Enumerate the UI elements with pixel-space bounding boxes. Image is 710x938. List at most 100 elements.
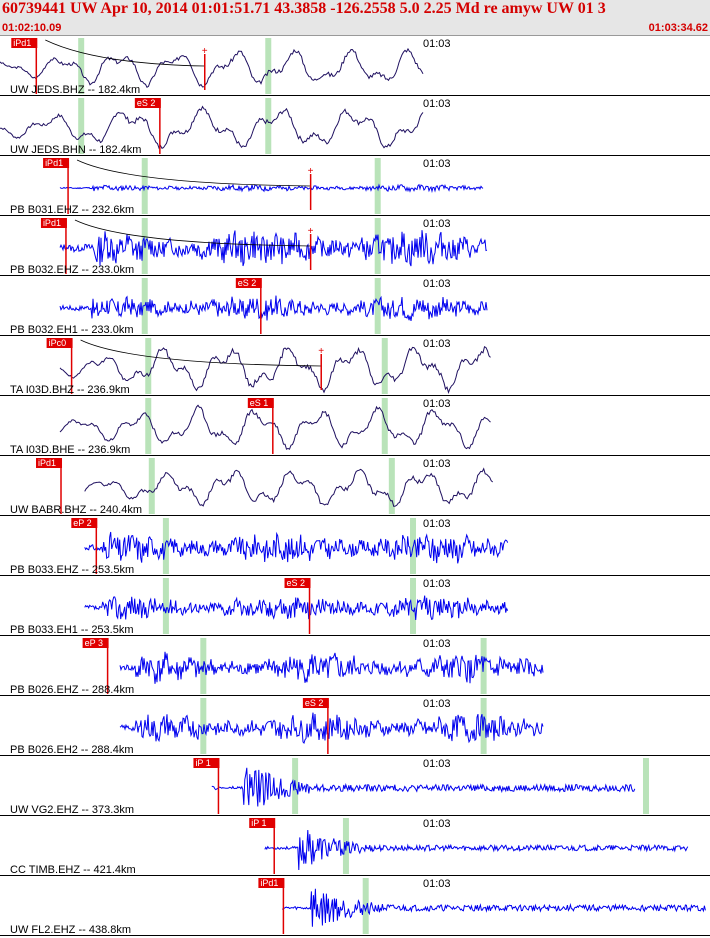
pick-label: iP 1 [195, 758, 210, 768]
window-start-time: 01:02:10.09 [2, 22, 62, 34]
time-tick-label: 01:03 [423, 698, 451, 710]
pick-label-box[interactable] [82, 638, 109, 648]
station-label: PB B032.EHZ -- 233.0km [10, 264, 134, 276]
cross-marker: + [308, 166, 314, 177]
pick-label: iPd1 [43, 218, 61, 228]
trace-panel[interactable]: eS 2 01:03 PB B033.EH1 -- 253.5km [0, 578, 710, 636]
trace-panel[interactable]: eP 3 01:03 PB B026.EHZ -- 288.4km [0, 638, 710, 696]
pick-label-box[interactable] [134, 98, 161, 108]
pick-label-box[interactable] [247, 398, 274, 408]
trace-panel[interactable]: eP 2 01:03 PB B033.EHZ -- 253.5km [0, 518, 710, 576]
trace-panel[interactable]: + iPc0 01:03 TA I03D.BHZ -- 236.9km [0, 338, 710, 396]
time-tick-label: 01:03 [423, 38, 451, 50]
trace-panel[interactable]: eS 2 01:03 PB B026.EH2 -- 288.4km [0, 698, 710, 756]
waveform [281, 888, 706, 927]
cross-marker: + [202, 46, 208, 57]
phase-marker [145, 398, 152, 454]
phase-marker [148, 458, 155, 514]
time-tick-label: 01:03 [423, 338, 451, 350]
station-label: PB B033.EH1 -- 253.5km [10, 624, 134, 636]
pick-label: iP 1 [251, 818, 266, 828]
trace-panel[interactable]: iPd1 01:03 UW BABR.BHZ -- 240.4km [0, 458, 710, 516]
phase-marker [265, 98, 272, 154]
pick-label-box[interactable] [235, 278, 262, 288]
pick-label-box[interactable] [284, 578, 311, 588]
waveform [0, 47, 424, 89]
waveform [59, 183, 484, 194]
time-tick-label: 01:03 [423, 578, 451, 590]
waveform [84, 595, 509, 621]
phase-marker [642, 758, 649, 814]
pick-label-box[interactable] [302, 698, 329, 708]
pick-label: iPd1 [38, 458, 56, 468]
phase-marker [145, 338, 152, 394]
station-label: UW VG2.EHZ -- 373.3km [10, 804, 134, 816]
travel-time-curve [76, 159, 311, 187]
trace-panel[interactable]: iP 1 01:03 UW VG2.EHZ -- 373.3km [0, 758, 710, 816]
station-label: UW JEDS.BHN -- 182.4km [10, 144, 141, 156]
phase-marker [78, 98, 85, 154]
pick-label: eS 1 [250, 398, 269, 408]
pick-label: eS 2 [287, 578, 306, 588]
phase-marker [374, 218, 381, 274]
pick-label-box[interactable] [36, 458, 63, 468]
trace-panel[interactable]: eS 2 01:03 PB B032.EH1 -- 233.0km [0, 278, 710, 336]
phase-marker [388, 458, 395, 514]
phase-marker [374, 278, 381, 334]
cross-marker: + [308, 226, 314, 237]
time-tick-label: 01:03 [423, 818, 451, 830]
trace-panel[interactable]: + iPd1 01:03 PB B031.EHZ -- 232.6km [0, 158, 710, 216]
phase-marker [410, 578, 417, 634]
pick-label: iPc0 [49, 338, 67, 348]
pick-label-box[interactable] [40, 218, 67, 228]
pick-label-box[interactable] [11, 38, 38, 48]
waveform [0, 105, 424, 150]
waveform [59, 295, 488, 321]
station-label: UW FL2.EHZ -- 438.8km [10, 924, 131, 936]
station-label: TA I03D.BHE -- 236.9km [10, 444, 130, 456]
pick-label-box[interactable] [71, 518, 98, 528]
time-tick-label: 01:03 [423, 158, 451, 170]
waveform [59, 346, 491, 394]
waveform [84, 531, 509, 564]
phase-marker [381, 338, 388, 394]
time-tick-label: 01:03 [423, 638, 451, 650]
station-label: CC TIMB.EHZ -- 421.4km [10, 864, 136, 876]
pick-label-box[interactable] [258, 878, 285, 888]
trace-panel[interactable]: eS 1 01:03 TA I03D.BHE -- 236.9km [0, 398, 710, 456]
pick-label: eP 3 [85, 638, 103, 648]
time-tick-label: 01:03 [423, 218, 451, 230]
station-label: PB B031.EHZ -- 232.6km [10, 204, 134, 216]
waveform [59, 230, 488, 267]
event-title: 60739441 UW Apr 10, 2014 01:01:51.71 43.… [2, 0, 606, 17]
pick-label-box[interactable] [249, 818, 276, 828]
station-label: UW BABR.BHZ -- 240.4km [10, 504, 142, 516]
time-tick-label: 01:03 [423, 758, 451, 770]
time-tick-label: 01:03 [423, 518, 451, 530]
cross-marker: + [318, 346, 324, 357]
phase-marker [362, 878, 369, 934]
trace-panel[interactable]: eS 2 01:03 UW JEDS.BHN -- 182.4km [0, 98, 710, 156]
seismogram-plot[interactable]: + iPd1 01:03 UW JEDS.BHZ -- 182.4km eS 2 01:0… [0, 36, 710, 938]
pick-label-box[interactable] [43, 158, 70, 168]
pick-label: iPd1 [45, 158, 63, 168]
pick-label: iPd1 [13, 38, 31, 48]
trace-panel[interactable]: iPd1 01:03 UW FL2.EHZ -- 438.8km [0, 878, 710, 936]
waveform [211, 767, 636, 807]
pick-label-box[interactable] [193, 758, 220, 768]
waveform [119, 651, 544, 684]
travel-time-curve [45, 39, 205, 67]
station-label: PB B033.EHZ -- 253.5km [10, 564, 134, 576]
waveform [84, 467, 494, 507]
phase-marker [381, 398, 388, 454]
waveform [264, 829, 689, 871]
window-end-time: 01:03:34.62 [648, 22, 708, 34]
pick-label: eP 2 [73, 518, 91, 528]
trace-panel[interactable]: iP 1 01:03 CC TIMB.EHZ -- 421.4km [0, 818, 710, 876]
pick-label: eS 2 [238, 278, 257, 288]
pick-label: iPd1 [260, 878, 278, 888]
station-label: UW JEDS.BHZ -- 182.4km [10, 84, 140, 96]
pick-label-box[interactable] [46, 338, 73, 348]
trace-panel[interactable]: + iPd1 01:03 UW JEDS.BHZ -- 182.4km [0, 38, 710, 96]
trace-panel[interactable]: + iPd1 01:03 PB B032.EHZ -- 233.0km [0, 218, 710, 276]
